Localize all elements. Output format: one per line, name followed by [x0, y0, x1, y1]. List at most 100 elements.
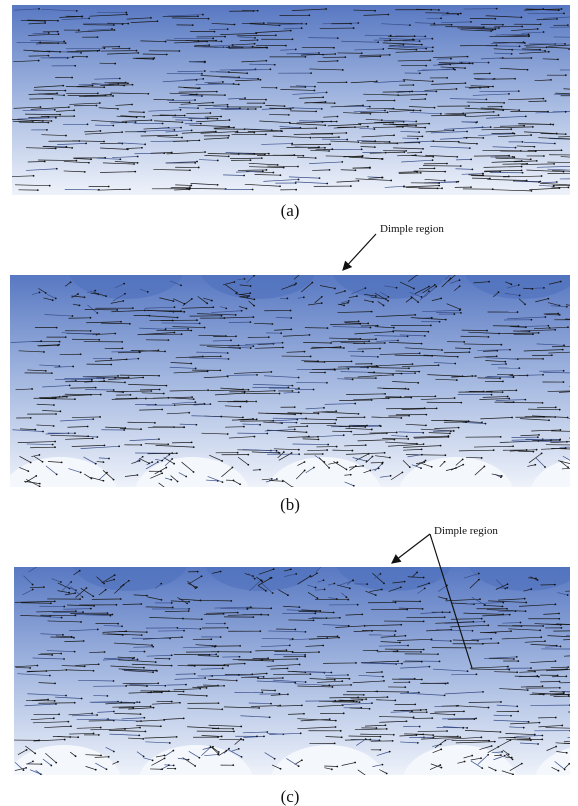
vector-head: [92, 595, 94, 597]
vector-head: [366, 425, 368, 427]
vector-head: [573, 467, 575, 469]
vector-head: [502, 380, 504, 382]
vector-head: [477, 640, 479, 642]
vector-head: [176, 627, 178, 629]
vector-head: [570, 448, 572, 450]
vector-head: [321, 302, 323, 304]
vector-head: [422, 608, 424, 610]
vector-head: [453, 313, 455, 315]
vector-head: [152, 646, 154, 648]
vector-head: [364, 426, 366, 428]
vector-head: [431, 317, 433, 319]
vector-head: [543, 416, 545, 418]
vector-head: [252, 46, 254, 48]
vector-head: [265, 99, 267, 101]
vector-head: [304, 351, 306, 353]
vector-head: [419, 72, 421, 74]
vector-head: [502, 109, 504, 111]
vector-head: [197, 15, 199, 17]
vector-head: [185, 476, 187, 478]
vector-head: [317, 597, 319, 599]
vector-head: [389, 39, 391, 41]
vector-head: [364, 416, 366, 418]
vector-head: [421, 296, 423, 298]
vector-head: [207, 118, 209, 120]
vector-head: [317, 436, 319, 438]
vector-head: [381, 119, 383, 121]
vector-head: [379, 348, 381, 350]
vector-head: [52, 98, 54, 100]
vector-head: [201, 95, 203, 97]
vector-head: [103, 378, 105, 380]
vector-head: [337, 461, 339, 463]
vector-head: [508, 754, 510, 756]
vector-head: [327, 327, 329, 329]
vector-head: [438, 182, 440, 184]
vector-head: [353, 27, 355, 29]
vector-head: [494, 78, 496, 80]
vector-head: [290, 310, 292, 312]
vector-head: [521, 169, 523, 171]
vector-head: [431, 717, 433, 719]
vector-head: [384, 342, 386, 344]
vector-head: [376, 691, 378, 693]
vector-head: [362, 465, 364, 467]
vector-head: [560, 281, 562, 283]
vector-head: [274, 758, 276, 760]
vector-head: [288, 114, 290, 116]
vector-head: [57, 344, 59, 346]
vector-head: [255, 108, 257, 110]
vector-head: [408, 681, 410, 683]
vector-head: [125, 12, 127, 14]
vector-head: [416, 572, 418, 574]
vector-head: [512, 445, 514, 447]
vector-head: [254, 578, 256, 580]
vector-head: [84, 171, 86, 173]
vector-head: [565, 675, 567, 677]
vector-head: [263, 22, 265, 24]
vector-head: [80, 353, 82, 355]
vector-head: [91, 380, 93, 382]
vector-head: [371, 363, 373, 365]
vector-head: [181, 121, 183, 123]
vector-head: [196, 319, 198, 321]
vector-head: [250, 285, 252, 287]
vector-head: [44, 161, 46, 163]
vector-head: [57, 31, 59, 33]
vector-head: [481, 618, 483, 620]
vector-head: [558, 613, 560, 615]
vector-head: [96, 312, 98, 314]
vector-head: [150, 390, 152, 392]
vector-head: [350, 474, 352, 476]
vector-head: [528, 721, 530, 723]
vector-head: [298, 387, 300, 389]
vector-head: [313, 619, 315, 621]
vector-head: [566, 752, 568, 754]
vector-head: [437, 653, 439, 655]
vector-head: [296, 422, 298, 424]
vector-head: [294, 429, 296, 431]
vector-head: [252, 616, 254, 618]
vector-head: [100, 394, 102, 396]
vector-head: [235, 314, 237, 316]
vector-head: [367, 367, 369, 369]
vector-head: [252, 316, 254, 318]
vector-head: [414, 703, 416, 705]
vector-head: [57, 42, 59, 44]
vector-head: [441, 611, 443, 613]
vector-head: [551, 354, 553, 356]
vector-head: [387, 296, 389, 298]
vector-head: [495, 769, 497, 771]
vector-head: [230, 600, 232, 602]
vector-head: [508, 93, 510, 95]
vector-head: [488, 740, 490, 742]
vector-head: [120, 321, 122, 323]
vector-head: [139, 460, 141, 462]
vector-head: [475, 717, 477, 719]
vector-head: [446, 598, 448, 600]
vector-head: [138, 734, 140, 736]
vector-head: [459, 308, 461, 310]
vector-head: [483, 466, 485, 468]
vector-head: [157, 461, 159, 463]
vector-head: [98, 663, 100, 665]
